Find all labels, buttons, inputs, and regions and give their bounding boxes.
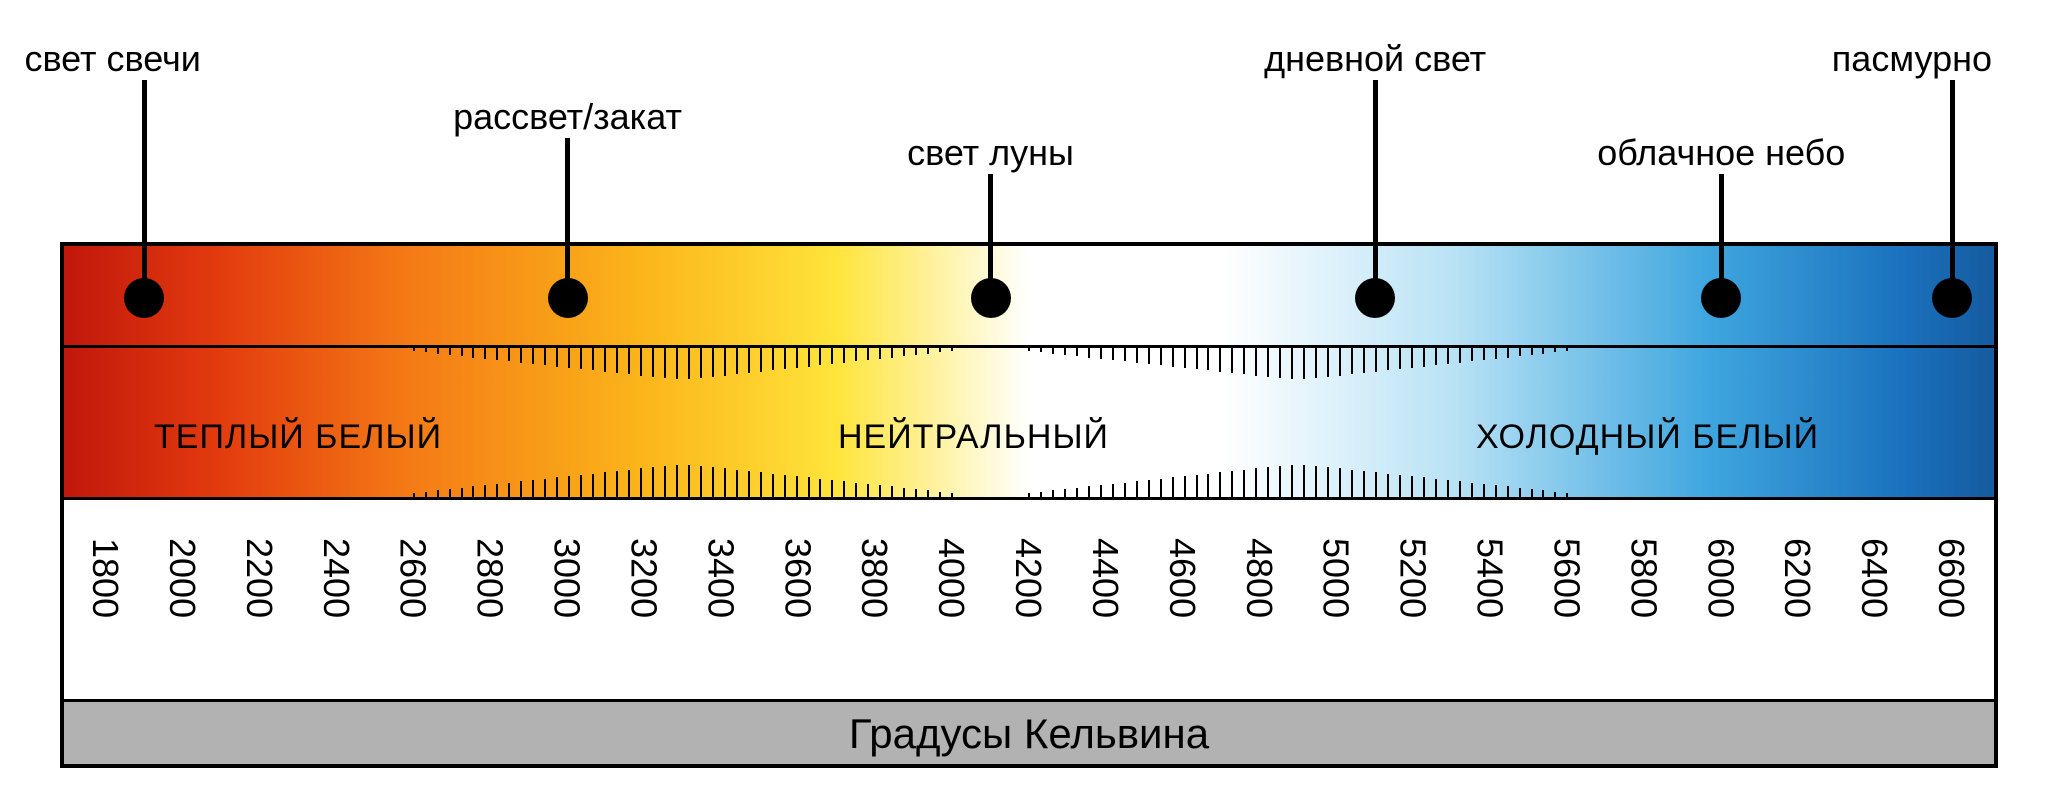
callout-leader-line bbox=[1950, 80, 1955, 298]
callout-leader-line bbox=[142, 80, 147, 298]
callout-label: свет свечи bbox=[24, 38, 200, 80]
callout-leader-line bbox=[988, 174, 993, 298]
callout-label: дневной свет bbox=[1075, 38, 1675, 80]
callout-leader-line bbox=[565, 138, 570, 298]
kelvin-color-temperature-chart: ТЕПЛЫЙ БЕЛЫЙНЕЙТРАЛЬНЫЙХОЛОДНЫЙ БЕЛЫЙ180… bbox=[0, 0, 2048, 802]
callout-label: облачное небо bbox=[1421, 132, 2021, 174]
callout-label: свет луны bbox=[691, 132, 1291, 174]
callout-leader-line bbox=[1719, 174, 1724, 298]
callout-label: пасмурно bbox=[1832, 38, 1992, 80]
callout-leader-line bbox=[1373, 80, 1378, 298]
chart-frame bbox=[60, 242, 1998, 768]
